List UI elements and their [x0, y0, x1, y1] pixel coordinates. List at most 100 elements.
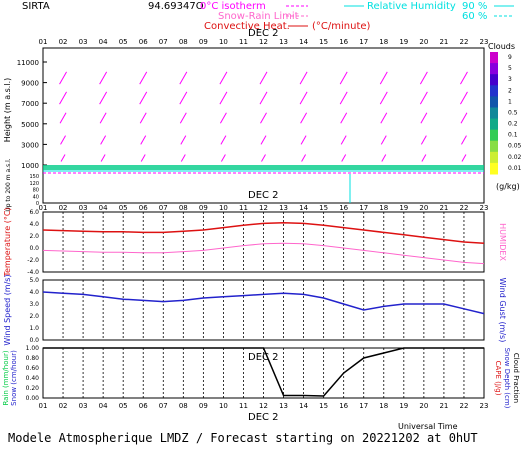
wind-vector — [100, 154, 106, 162]
hour-tick-label: 04 — [99, 204, 108, 212]
legend-conv: Convective Heat. (°C/minute) — [204, 21, 371, 32]
y-tick-label: -4.0 — [27, 269, 39, 276]
wind-vector — [421, 154, 427, 162]
wind-vector — [140, 135, 147, 145]
hour-tick-label: 18 — [379, 204, 388, 212]
wind-vector — [60, 135, 66, 145]
hour-tick-label: 08 — [179, 402, 188, 410]
wind-vector — [99, 112, 107, 124]
wind-vector — [99, 71, 108, 85]
colorbar-swatch — [490, 151, 498, 164]
cloud-band — [43, 165, 484, 170]
hour-tick-label: 16 — [339, 402, 348, 410]
colorbar-label: 0.2 — [508, 121, 518, 128]
cloud-fraction-axis-label: Cloud Fraction — [512, 353, 520, 403]
hour-tick-label: 07 — [159, 38, 168, 46]
site-name: SIRTA — [22, 1, 50, 12]
hour-tick-label: 11 — [239, 38, 248, 46]
legend-rh-label: Relative Humidity — [367, 1, 456, 12]
wind-vector — [261, 154, 266, 162]
hour-tick-label: 10 — [219, 204, 228, 212]
legend-rh-60: 60 % — [462, 11, 487, 22]
colorbar-label: 0.05 — [508, 143, 522, 150]
hour-tick-label: 23 — [480, 402, 489, 410]
wind-vector — [299, 91, 308, 105]
colorbar-swatch — [490, 52, 498, 64]
wind-vector — [180, 154, 186, 162]
hour-tick-label: 17 — [359, 402, 368, 410]
legend-rh: Relative Humidity 90 % 60 % — [344, 1, 514, 22]
wind-vector — [460, 71, 468, 85]
hour-tick-label: 12 — [259, 38, 268, 46]
wind-vector — [220, 154, 226, 162]
date-label-bottom: DEC 2 — [248, 412, 279, 423]
hour-tick-label: 07 — [159, 402, 168, 410]
colorbar-label: 9 — [508, 54, 512, 61]
hour-tick-label: 01 — [39, 204, 48, 212]
clouds-title: Clouds — [488, 42, 515, 51]
colorbar-label: 0.02 — [508, 154, 522, 161]
wind-vector — [420, 112, 428, 124]
colorbar-label: 1 — [508, 98, 512, 105]
low-height-tick-label: 40 — [33, 194, 39, 200]
colorbar-swatch — [490, 74, 498, 86]
snow-depth-axis-label: Snow Depth (cm) — [503, 348, 511, 409]
wind-vector — [299, 71, 308, 85]
colorbar-label: 3 — [508, 76, 512, 83]
wind-gust-axis-label: Wind Gust (m/s) — [498, 278, 507, 343]
legend-isotherm-label: 0°C isotherm — [200, 1, 266, 12]
hour-tick-label: 05 — [119, 38, 128, 46]
wind-vector — [139, 112, 147, 124]
y-tick-label: 0.0 — [29, 245, 39, 252]
date-label-mid2: DEC 2 — [248, 352, 279, 363]
hour-tick-label: 09 — [199, 402, 208, 410]
wind-vector — [419, 71, 428, 85]
hour-tick-label: 08 — [179, 38, 188, 46]
hour-tick-label: 06 — [139, 402, 148, 410]
wind-vector — [59, 71, 67, 85]
low-height-tick-label: 150 — [29, 174, 39, 180]
height-tick-label: 5000 — [21, 121, 39, 129]
hour-tick-label: 18 — [379, 38, 388, 46]
hour-tick-label: 05 — [119, 204, 128, 212]
wind-vector — [379, 91, 388, 105]
hour-tick-label: 14 — [299, 402, 308, 410]
y-tick-label: 0.00 — [26, 395, 40, 402]
clouds-colorbar: 9 5 3 2 1 0.5 0.2 0.1 0.05 0.02 0.01 — [490, 52, 522, 175]
series-line — [42, 242, 485, 265]
wind-vector — [260, 135, 267, 145]
colorbar-label: 0.1 — [508, 132, 518, 139]
date-label-mid1: DEC 2 — [248, 190, 279, 201]
colorbar-label: 5 — [508, 65, 512, 72]
hour-tick-label: 21 — [439, 402, 448, 410]
y-tick-label: 0.40 — [26, 375, 40, 382]
hour-tick-label: 14 — [299, 38, 308, 46]
wind-vector — [461, 154, 467, 162]
y-tick-label: 2.0 — [29, 233, 39, 240]
hour-tick-label: 12 — [259, 204, 268, 212]
hour-tick-label: 21 — [439, 38, 448, 46]
colorbar-swatch — [490, 85, 498, 97]
top-hour-axis: 01 02 03 04 05 06 07 08 09 10 11 12 13 14 15 16 17 18 19 20… — [39, 38, 489, 46]
series-line — [43, 347, 484, 397]
y-tick-label: 2.0 — [29, 313, 39, 320]
rain-axis-label: Rain (mm/hour) — [2, 350, 10, 405]
wind-vector — [259, 71, 268, 85]
wind-vector — [260, 112, 267, 124]
hour-tick-label: 17 — [359, 204, 368, 212]
hour-tick-label: 10 — [219, 38, 228, 46]
y-tick-label: 3.0 — [29, 301, 39, 308]
hour-tick-label: 14 — [299, 204, 308, 212]
wind-vector — [59, 112, 67, 124]
legend-conv-unit: (°C/minute) — [312, 21, 371, 32]
hour-tick-label: 15 — [319, 402, 328, 410]
site-coords: 94.69347O — [148, 1, 204, 12]
hour-tick-label: 01 — [39, 402, 48, 410]
wind-vector — [179, 71, 188, 85]
wind-vector — [179, 112, 187, 124]
wind-vector — [339, 91, 348, 105]
wind-vector — [380, 135, 387, 145]
y-tick-label: 0.0 — [29, 337, 39, 344]
universal-time-label: Universal Time — [398, 422, 458, 431]
